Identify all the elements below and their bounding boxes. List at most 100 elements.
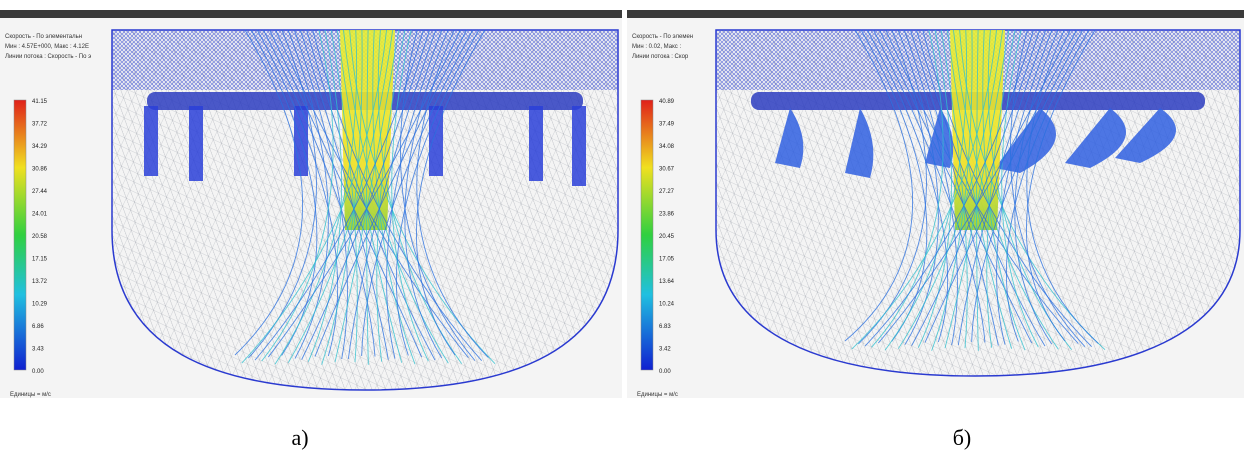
streamline	[1025, 29, 1096, 342]
streamline	[312, 29, 483, 361]
streamline	[879, 29, 1033, 344]
streamline	[299, 29, 389, 360]
scale-label: 27.27	[659, 189, 675, 195]
streamline	[372, 29, 416, 365]
scale-label: 20.58	[32, 234, 48, 240]
scale-label: 0.00	[32, 369, 44, 375]
title-bar	[0, 10, 622, 18]
streamline	[851, 29, 997, 350]
streamline	[884, 29, 968, 351]
streamline	[986, 29, 1016, 348]
streamline	[996, 29, 1053, 345]
streamline	[269, 29, 423, 358]
scale-label: 24.01	[32, 212, 48, 218]
streamline	[275, 29, 469, 358]
units-label: Единицы = м/с	[10, 392, 51, 398]
title-bar	[627, 10, 1244, 18]
header-line: Мин : 4.57E+000, Макс : 4.12E	[5, 44, 89, 50]
streamline	[404, 29, 449, 359]
streamline	[256, 29, 339, 357]
streamline	[347, 29, 437, 360]
blade	[1115, 108, 1176, 163]
streamline	[916, 29, 1046, 347]
streamline	[897, 29, 1004, 349]
scale-label: 34.29	[32, 144, 48, 150]
streamline	[864, 29, 1034, 347]
scale-label: 17.05	[659, 257, 675, 263]
streamline	[1010, 29, 1086, 347]
streamline	[254, 29, 424, 361]
streamline	[877, 29, 1071, 344]
blade	[429, 106, 443, 176]
streamline	[314, 29, 467, 357]
streamline	[1014, 29, 1059, 345]
blade	[845, 108, 874, 178]
streamline	[1001, 29, 1039, 348]
scale-label: 3.43	[32, 347, 44, 353]
header-line: Скорость - По элемен	[632, 34, 693, 40]
streamline	[261, 29, 334, 362]
scale-label: 13.72	[32, 279, 48, 285]
scale-label: 6.83	[659, 324, 671, 330]
streamline	[336, 29, 403, 363]
scale-label: 41.15	[32, 99, 48, 105]
scale-label: 0.00	[659, 369, 671, 375]
scale-label: 3.42	[659, 347, 671, 353]
scale-label: 40.89	[659, 99, 675, 105]
streamline	[940, 29, 968, 349]
blade	[1065, 108, 1126, 168]
streamline	[866, 29, 949, 343]
scale-label: 10.24	[659, 302, 675, 308]
scale-label: 27.44	[32, 189, 48, 195]
units-label: Единицы = м/с	[637, 392, 678, 398]
streamline	[922, 29, 1092, 347]
scale-label: 37.72	[32, 122, 48, 128]
color-scale	[13, 99, 27, 371]
streamline	[871, 29, 944, 348]
streamline	[946, 29, 1013, 349]
streamline	[944, 29, 1010, 349]
blade	[529, 106, 543, 181]
scale-label: 23.86	[659, 212, 675, 218]
streamline	[366, 29, 369, 365]
scale-label: 34.08	[659, 144, 675, 150]
streamline	[267, 29, 461, 358]
blade	[775, 108, 804, 168]
streamline	[844, 29, 913, 342]
streamline	[334, 29, 400, 363]
scale-label: 13.64	[659, 279, 675, 285]
color-scale	[640, 99, 654, 371]
streamline	[873, 29, 986, 343]
streamline	[924, 29, 1077, 343]
streamline	[957, 29, 1047, 346]
streamline	[982, 29, 1026, 351]
streamline	[361, 29, 474, 357]
streamline	[976, 29, 979, 351]
panel: Скорость - По элементальн Мин : 4.57E+000…	[0, 10, 622, 398]
scale-label: 17.15	[32, 257, 48, 263]
scale-label: 30.86	[32, 167, 48, 173]
header-line: Линии потока : Скорость - По э	[5, 54, 91, 60]
streamline	[274, 29, 358, 365]
streamline	[287, 29, 394, 363]
streamline	[234, 29, 303, 356]
scale-label: 30.67	[659, 167, 675, 173]
blade	[189, 106, 203, 181]
header-line: Мин : 0.02, Макс :	[632, 44, 681, 50]
caption: б)	[953, 425, 972, 450]
scale-label: 37.49	[659, 122, 675, 128]
streamline	[321, 29, 363, 365]
panel: Скорость - По элемен Мин : 0.02, Макс : Ли…	[627, 10, 1244, 398]
streamline	[971, 29, 1084, 343]
streamline	[330, 29, 358, 363]
streamline	[885, 29, 1079, 344]
streamline	[301, 29, 431, 360]
caption: а)	[291, 425, 308, 450]
jet	[340, 30, 395, 230]
streamline	[395, 29, 480, 356]
streamline	[343, 29, 449, 364]
streamline	[1005, 29, 1090, 342]
streamline	[263, 29, 376, 357]
streamline	[416, 29, 486, 356]
